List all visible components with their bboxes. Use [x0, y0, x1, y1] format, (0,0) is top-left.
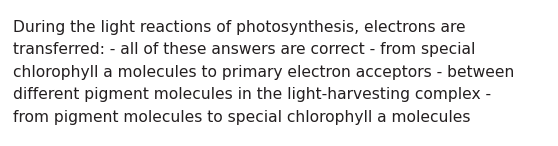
- Text: from pigment molecules to special chlorophyll a molecules: from pigment molecules to special chloro…: [13, 110, 470, 125]
- Text: transferred: - all of these answers are correct - from special: transferred: - all of these answers are …: [13, 42, 475, 58]
- Text: During the light reactions of photosynthesis, electrons are: During the light reactions of photosynth…: [13, 20, 465, 35]
- Text: chlorophyll a molecules to primary electron acceptors - between: chlorophyll a molecules to primary elect…: [13, 65, 514, 80]
- Text: different pigment molecules in the light-harvesting complex -: different pigment molecules in the light…: [13, 87, 491, 102]
